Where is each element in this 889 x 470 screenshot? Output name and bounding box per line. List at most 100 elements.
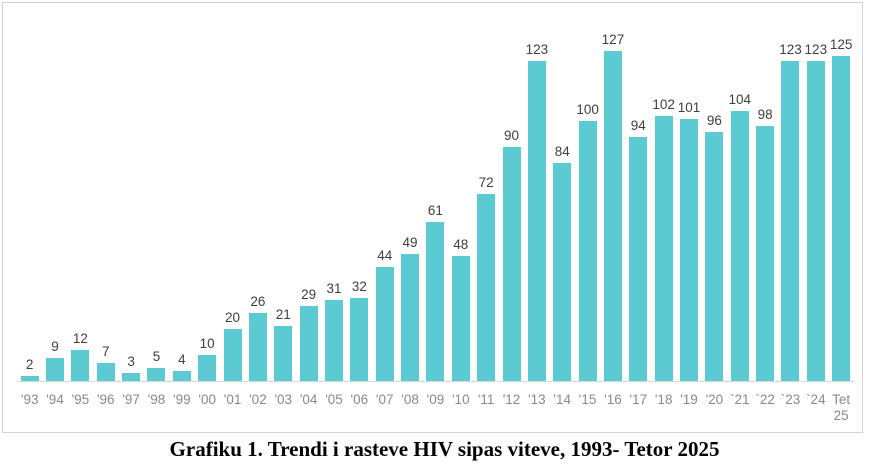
bar xyxy=(832,56,851,381)
bar-value-label: 12 xyxy=(72,331,88,346)
bar-slot: 48 xyxy=(448,237,473,381)
bar-value-label: 94 xyxy=(630,118,646,133)
x-axis-label: `21 xyxy=(729,392,750,407)
bar xyxy=(198,355,217,381)
bar-slot: 10 xyxy=(195,336,220,381)
bar xyxy=(172,371,191,381)
x-axis-label: '07 xyxy=(375,392,394,407)
x-axis-label: '18 xyxy=(654,392,673,407)
bar-value-label: 49 xyxy=(402,235,418,250)
bar xyxy=(20,376,39,381)
bar xyxy=(248,313,267,381)
x-axis-label: '01 xyxy=(223,392,242,407)
bar-slot: 61 xyxy=(423,203,448,381)
bar-value-label: 31 xyxy=(326,281,342,296)
bar-value-label: 4 xyxy=(178,352,186,367)
bar-slot: 104 xyxy=(727,92,752,381)
bar-slot: 96 xyxy=(702,113,727,381)
bar xyxy=(680,119,699,381)
bar xyxy=(781,61,800,381)
bar-value-label: 123 xyxy=(804,42,828,57)
x-axis-label: '14 xyxy=(553,392,572,407)
bar xyxy=(730,111,749,381)
bar-slot: 72 xyxy=(473,175,498,381)
bar xyxy=(603,51,622,381)
x-axis-label: `23 xyxy=(780,392,801,407)
bar-value-label: 5 xyxy=(152,349,161,364)
bar-slot: 29 xyxy=(296,287,321,381)
bar-slot: 100 xyxy=(575,102,600,381)
bar-slot: 3 xyxy=(118,354,143,381)
bar-slot: 127 xyxy=(600,32,625,381)
x-axis-label: '97 xyxy=(122,392,140,407)
bar-value-label: 48 xyxy=(453,237,469,252)
bar xyxy=(756,126,775,381)
bar-value-label: 10 xyxy=(199,336,215,351)
x-axis-label: Tet 25 xyxy=(832,392,851,423)
x-axis-label: '04 xyxy=(299,392,318,407)
bar-value-label: 123 xyxy=(779,42,802,57)
bar-slot: 4 xyxy=(169,352,194,381)
bar-slot: 123 xyxy=(778,42,803,381)
bar xyxy=(324,300,343,381)
x-axis-label: '02 xyxy=(249,392,267,407)
bar-slot: 98 xyxy=(752,107,777,381)
bar xyxy=(629,137,648,381)
bar xyxy=(46,358,65,381)
bar-slot: 31 xyxy=(321,281,346,381)
bar xyxy=(806,61,825,381)
bar-slot: 102 xyxy=(651,97,676,381)
bar-slot: 90 xyxy=(499,128,524,381)
bar-value-label: 20 xyxy=(225,310,241,325)
bar-value-label: 9 xyxy=(51,339,59,354)
bar xyxy=(96,363,115,381)
bar-value-label: 104 xyxy=(728,92,751,107)
bar xyxy=(654,116,673,381)
bar xyxy=(578,121,597,381)
x-axis-label: '96 xyxy=(96,392,115,407)
bar-value-label: 61 xyxy=(427,203,443,218)
bar-slot: 101 xyxy=(676,100,701,381)
bar-slot: 94 xyxy=(626,118,651,381)
bar xyxy=(553,163,572,381)
bar xyxy=(274,326,293,381)
x-axis-label: '16 xyxy=(604,392,622,407)
bar xyxy=(502,147,521,381)
chart-title: Grafiku 1. Trendi i rasteve HIV sipas vi… xyxy=(169,437,720,461)
bar-value-label: 84 xyxy=(554,144,570,159)
bar-value-label: 98 xyxy=(757,107,773,122)
x-axis-label: '17 xyxy=(629,392,648,407)
bar-value-label: 96 xyxy=(706,113,722,128)
x-axis-label: '10 xyxy=(451,392,470,407)
bar xyxy=(147,368,166,381)
bar-value-label: 26 xyxy=(250,294,266,309)
bar-value-label: 21 xyxy=(275,307,291,322)
bar-value-label: 101 xyxy=(677,100,701,115)
bar xyxy=(122,373,141,381)
x-axis-label: '00 xyxy=(198,392,216,407)
bar-slot: 9 xyxy=(42,339,67,381)
plot-area: 2 9 12 7 3 5 4 10 20 26 21 29 31 32 44 49 61 48 72 90 123 84 1… xyxy=(17,3,854,382)
bar-slot: 5 xyxy=(144,349,169,381)
bar xyxy=(477,194,496,381)
bar-value-label: 127 xyxy=(601,32,625,47)
x-axis-label: '08 xyxy=(401,392,419,407)
bar-slot: 20 xyxy=(220,310,245,381)
bar xyxy=(223,329,242,381)
x-axis-label: '94 xyxy=(46,392,64,407)
bar xyxy=(375,267,394,381)
bar-slot: 32 xyxy=(347,279,372,381)
x-axis-label: '99 xyxy=(173,392,191,407)
bar-slot: 123 xyxy=(803,42,828,381)
bar-slot: 123 xyxy=(524,42,549,381)
bar-slot: 84 xyxy=(550,144,575,381)
bar-slot: 125 xyxy=(829,37,854,381)
bar xyxy=(426,222,445,381)
x-axis-label: `22 xyxy=(755,392,775,407)
bar-slot: 7 xyxy=(93,344,118,381)
bar-value-label: 32 xyxy=(351,279,367,294)
bar-value-label: 3 xyxy=(127,354,135,369)
bar xyxy=(705,132,724,381)
bar xyxy=(71,350,90,381)
bar-value-label: 102 xyxy=(652,97,675,112)
